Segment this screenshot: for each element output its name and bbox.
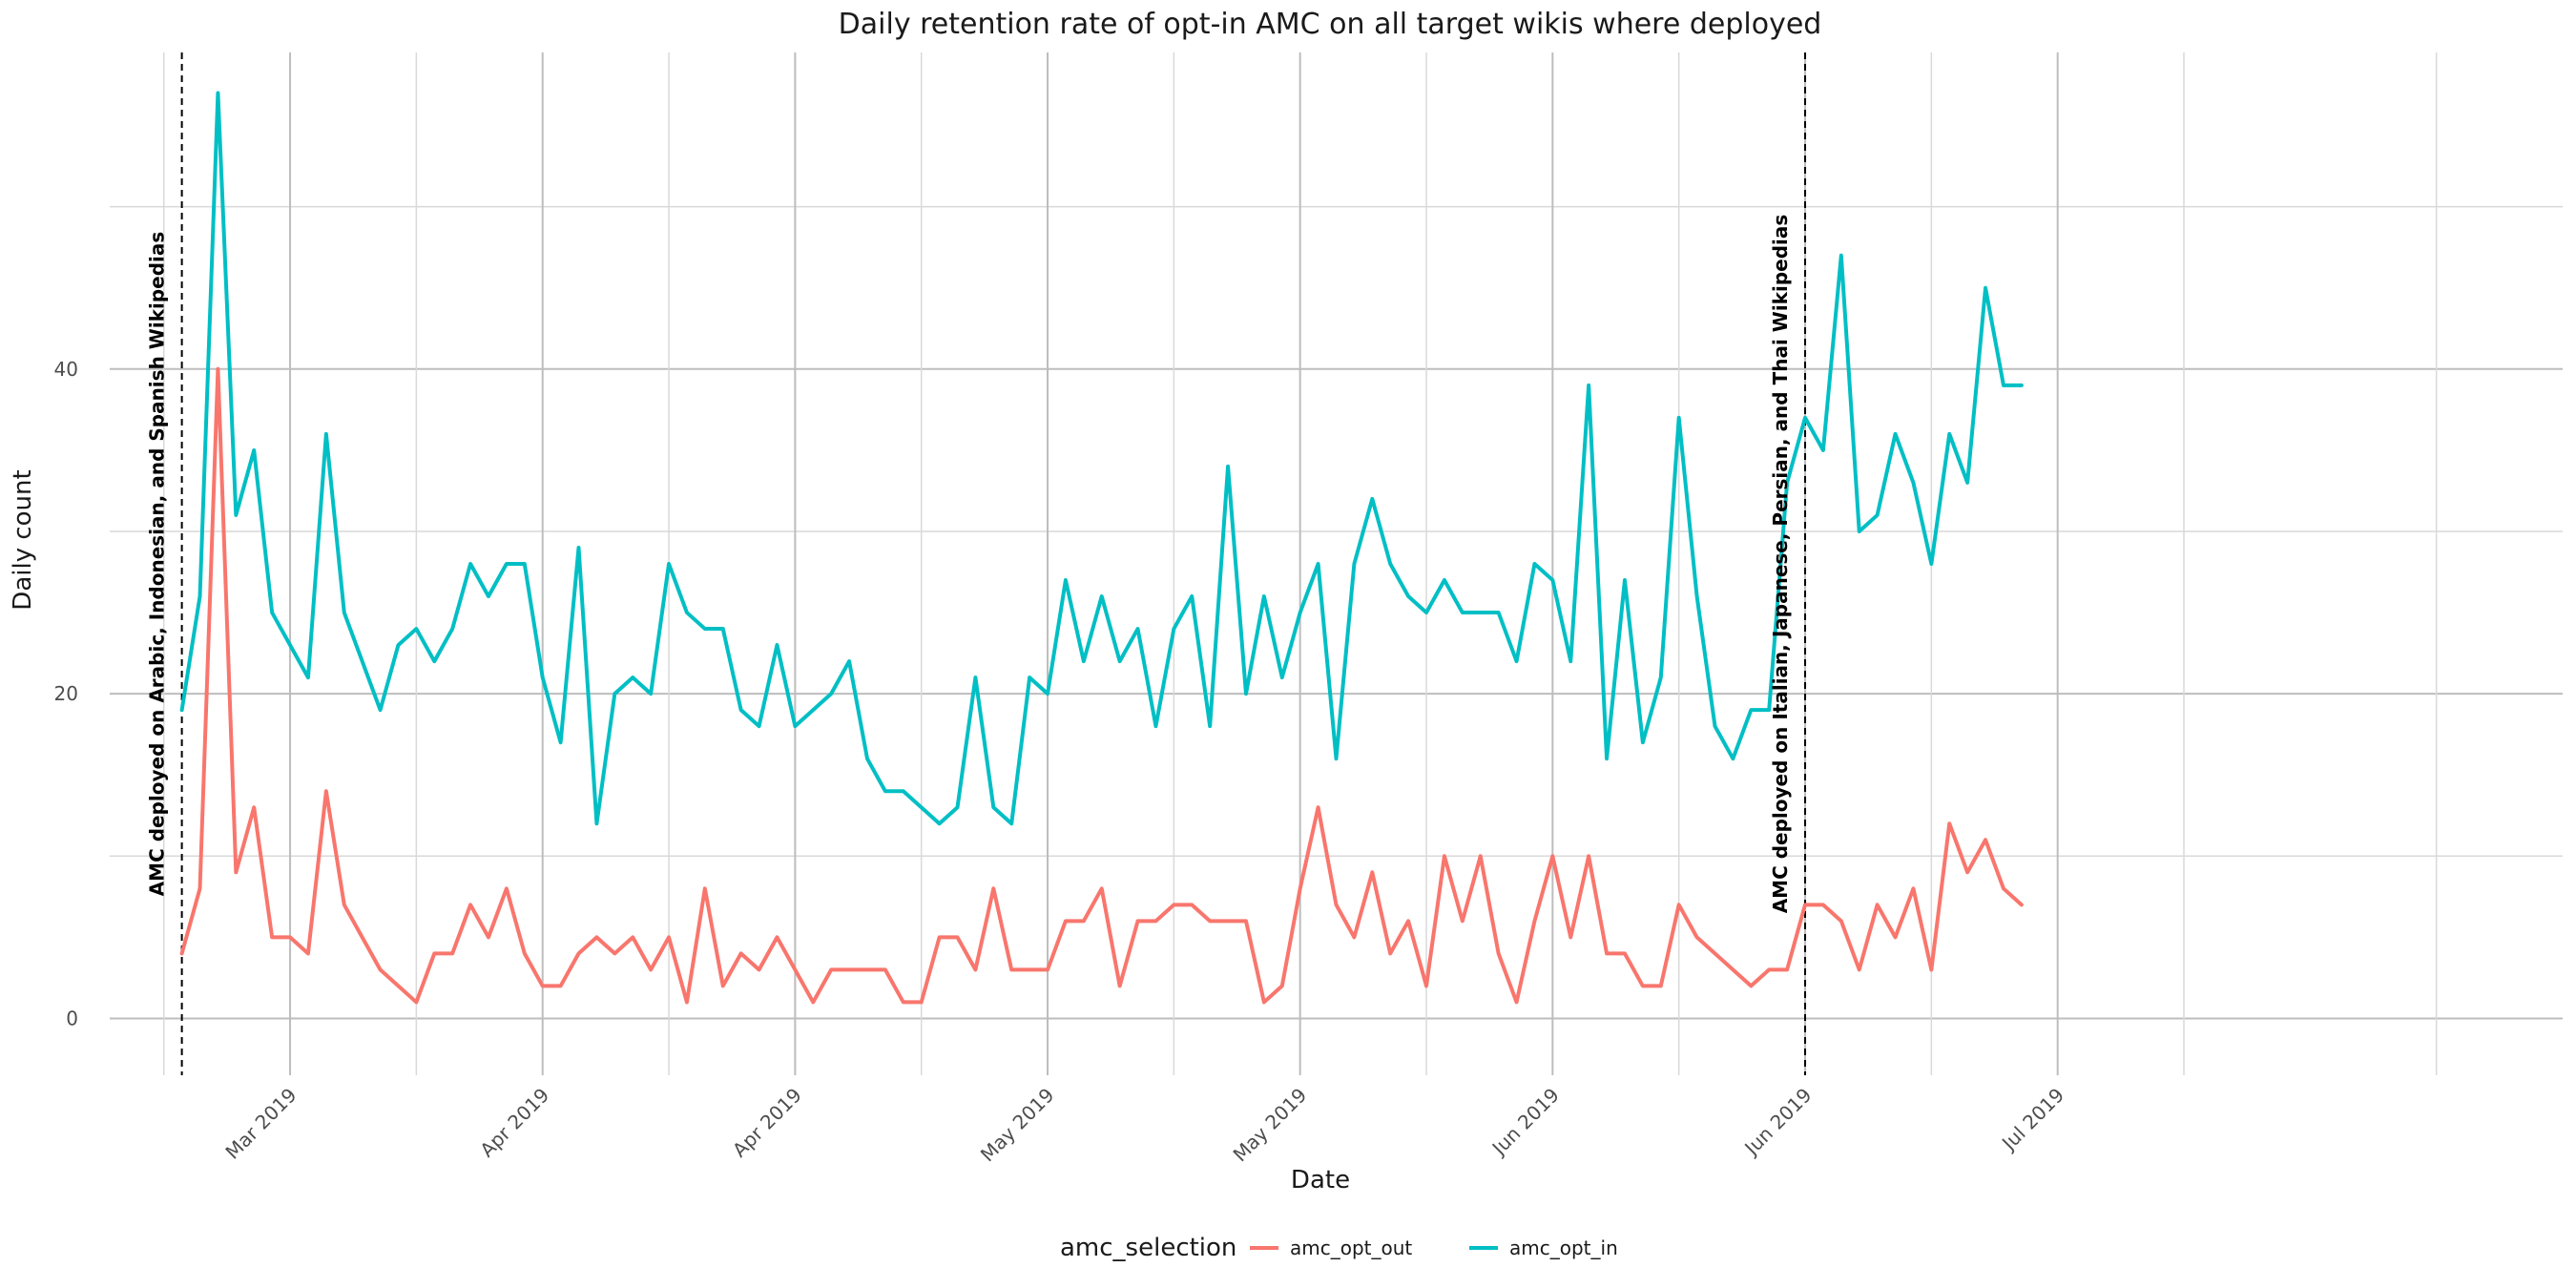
legend-title: amc_selection <box>1060 1234 1236 1262</box>
x-tick-label: Apr 2019 <box>475 1084 553 1162</box>
x-tick-label: Jun 2019 <box>1739 1084 1817 1161</box>
x-axis-label: Date <box>1291 1166 1350 1195</box>
x-tick-label: Jul 2019 <box>1996 1084 2068 1156</box>
annotation-lines <box>180 52 1807 1075</box>
annotation-text: AMC deployed on Arabic, Indonesian, and … <box>146 232 169 897</box>
legend-label: amc_opt_in <box>1509 1236 1618 1259</box>
grid <box>110 52 2563 1075</box>
chart-title: Daily retention rate of opt-in AMC on al… <box>839 8 1822 41</box>
x-axis-ticks: Mar 2019 Apr 2019 Apr 2019 May 2019 May 2019… <box>220 1084 2068 1167</box>
annotation-text: AMC deployed on Italian, Japanese, Persi… <box>1769 215 1792 914</box>
y-tick-label: 40 <box>54 358 78 381</box>
y-tick-label: 0 <box>66 1007 78 1029</box>
legend: amc_selection amc_opt_out amc_opt_in <box>1060 1234 1618 1262</box>
y-axis-label: Daily count <box>9 469 37 610</box>
series-line-amc_opt_out <box>179 366 2024 1005</box>
y-axis-ticks: 0 20 40 <box>54 358 78 1030</box>
x-tick-label: Jun 2019 <box>1486 1084 1564 1161</box>
series-lines <box>179 91 2024 1005</box>
legend-label: amc_opt_out <box>1290 1236 1412 1259</box>
x-tick-label: May 2019 <box>1229 1084 1312 1167</box>
annotation-texts: AMC deployed on Arabic, Indonesian, and … <box>146 215 1792 914</box>
x-tick-label: May 2019 <box>976 1084 1059 1167</box>
series-line-amc_opt_in <box>179 91 2024 826</box>
y-tick-label: 20 <box>54 682 78 705</box>
x-tick-label: Mar 2019 <box>220 1084 301 1164</box>
x-tick-label: Apr 2019 <box>728 1084 806 1162</box>
